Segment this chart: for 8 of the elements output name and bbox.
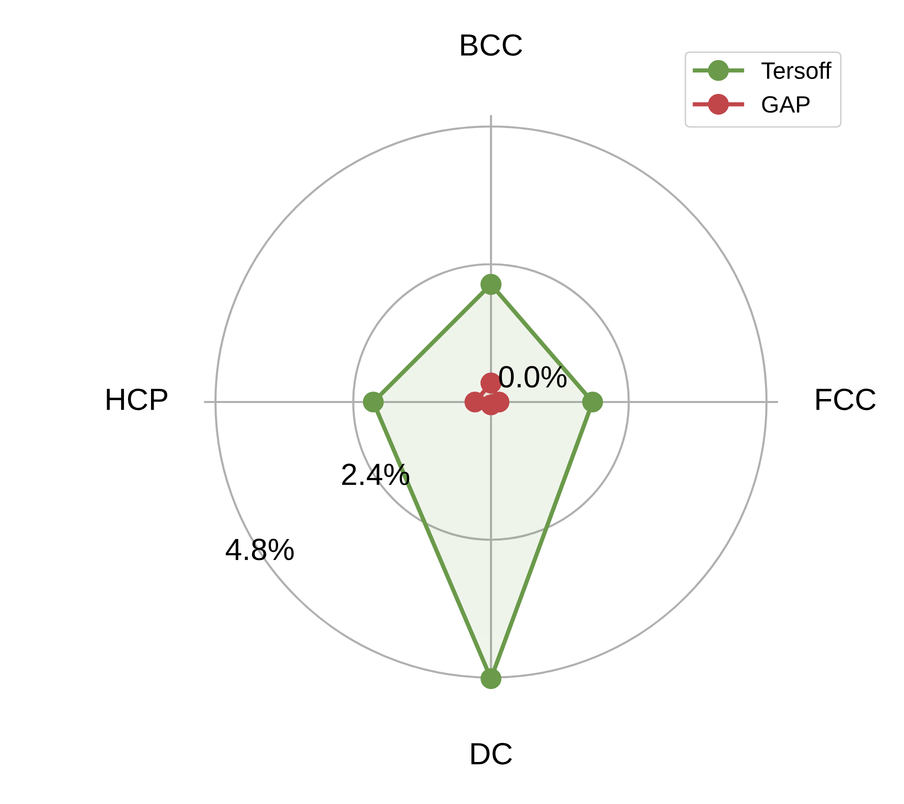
y-tick-label: 4.8% [226,538,294,560]
spoke-label: DC [471,742,512,765]
legend-label: GAP [762,96,810,113]
y-tick-label: 0.0% [499,366,567,388]
legend-label: Tersoff [761,62,832,79]
spoke-label: HCP [106,388,168,410]
spoke-label: FCC [816,388,876,410]
spoke-label: BCC [461,34,522,56]
